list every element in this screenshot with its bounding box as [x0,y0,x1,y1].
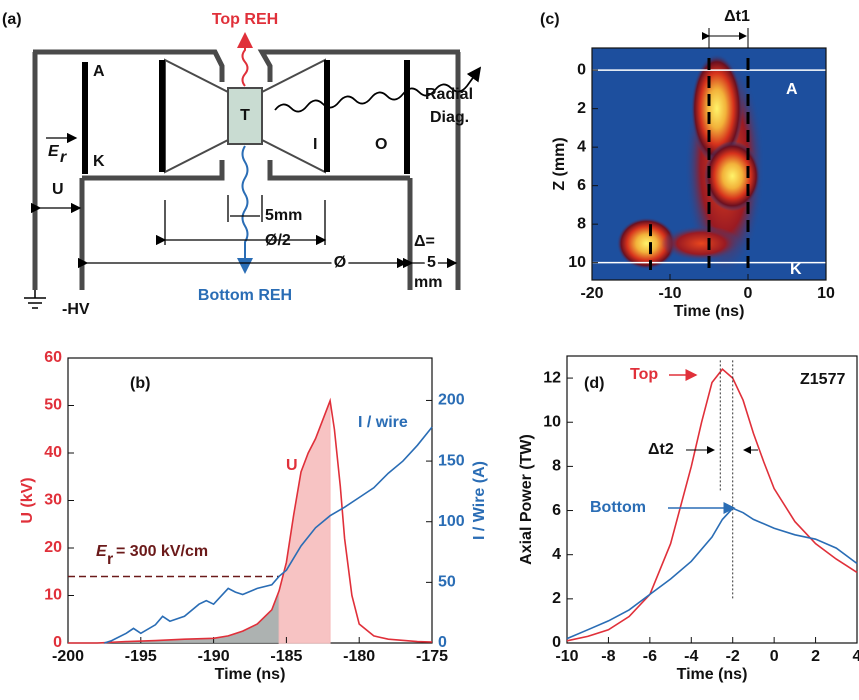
y-tick-label: 4 [552,546,561,563]
y-tick-label: 6 [552,502,561,519]
label: Δ= [414,233,435,250]
panel-label: (c) [540,11,560,28]
series-label: U [286,457,298,474]
y-tick-label: 8 [552,458,561,475]
shaded-area [68,591,279,643]
label: Bottom REH [198,287,292,304]
x-axis-label: Time (ns) [215,666,286,683]
y-tick-label: 0 [577,61,586,78]
panel-label: (b) [130,375,150,392]
annotation: A [786,81,798,98]
page: (a) Top REH A K T I O Radial Diag. E r U… [0,0,859,700]
y-tick-label: 40 [44,444,62,461]
annotation: Δt2 [648,441,674,458]
y-tick-label: 10 [44,587,62,604]
annotation: Z1577 [800,371,845,388]
x-tick-label: 2 [811,648,820,665]
y2-tick-label: 100 [438,513,465,530]
y-tick-label: 6 [577,177,586,194]
x-tick-label: -6 [643,648,657,665]
label: Ø [334,254,346,271]
y-tick-label: 20 [44,539,62,556]
label: I [313,136,317,153]
y-axis-label: Z (mm) [551,137,568,190]
y2-tick-label: 150 [438,452,465,469]
label: 5 [427,254,436,271]
y2-tick-label: 200 [438,392,465,409]
plot-frame [68,358,432,643]
image-hot [704,141,760,211]
y-tick-label: 60 [44,349,62,366]
label: mm [414,274,442,291]
y-tick-label: 50 [44,397,62,414]
panel-label: (a) [2,11,22,28]
label: A [93,63,105,80]
y-tick-label: 0 [552,634,561,651]
y-tick-label: 0 [53,634,62,651]
label: E [48,143,60,160]
panel: -200-195-190-185-180-1750102030405060050… [19,349,488,683]
label: 5mm [265,207,302,224]
x-tick-label: -20 [580,285,603,302]
series-label: I / wire [358,414,408,431]
x-tick-label: 4 [853,648,859,665]
label: U [52,181,64,198]
panel: -20 -10 0 10 0 2 4 6 8 10 Time (ns) Z (mm) (c) Δt1 A K [540,8,835,320]
y-axis-label: Axial Power (TW) [518,434,535,565]
y2-tick-label: 50 [438,574,456,591]
x-tick-label: 0 [770,648,779,665]
panel-label: (d) [584,375,604,392]
y-tick-label: 8 [577,215,586,232]
annotation: r [107,551,113,568]
top-reh-arrow [243,34,248,86]
label: Radial [425,86,473,103]
annotation: Δt1 [724,8,750,25]
y-axis-label: U (kV) [19,477,36,523]
diagram: (a) Top REH A K T I O Radial Diag. E r U… [2,11,480,318]
bottom-reh-arrow [243,146,248,272]
label: T [240,107,250,124]
label: Diag. [430,109,469,126]
y-tick-label: 4 [577,138,586,155]
x-tick-label: -2 [726,648,740,665]
x-tick-label: -180 [343,648,375,665]
y-tick-label: 2 [577,100,586,117]
y-tick-label: 2 [552,590,561,607]
figure: (a) Top REH A K T I O Radial Diag. E r U… [0,0,859,700]
x-axis-label: Time (ns) [677,666,748,683]
y2-axis-label: I / Wire (A) [471,461,488,540]
label: O [375,136,387,153]
y2-tick-label: 0 [438,634,447,651]
x-tick-label: -195 [125,648,157,665]
y-tick-label: 10 [543,413,561,430]
y-tick-label: 10 [568,254,586,271]
series-line [104,427,432,643]
x-tick-label: -8 [601,648,615,665]
series-label: Bottom [590,499,646,516]
y-tick-label: 30 [44,492,62,509]
y-tick-label: 12 [543,369,561,386]
annotation: = 300 kV/cm [116,543,208,560]
x-tick-label: 0 [744,285,753,302]
series-label: Top [630,366,658,383]
series-line [567,508,857,638]
annotation: K [790,261,802,278]
x-tick-label: 10 [817,285,835,302]
image-glow [661,225,741,261]
x-tick-label: -4 [684,648,698,665]
label: Top REH [212,11,278,28]
x-tick-label: -185 [270,648,302,665]
x-tick-label: -10 [658,285,681,302]
ground [24,290,46,308]
label: r [60,149,67,166]
x-tick-label: -190 [198,648,230,665]
series-line [68,401,432,643]
x-axis-label: Time (ns) [674,303,745,320]
label: Ø/2 [265,232,291,249]
label: -HV [62,301,90,318]
label: K [93,153,105,170]
